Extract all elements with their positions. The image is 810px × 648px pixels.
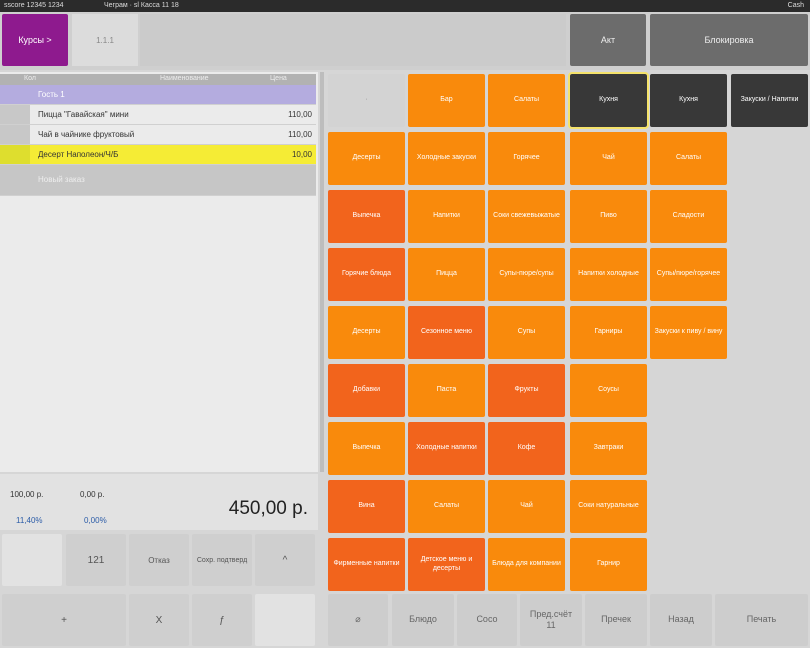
menu-tile-dark[interactable]: Кухня bbox=[568, 72, 649, 129]
header-qty: Кол bbox=[24, 75, 36, 82]
order-header: Кол Наименование Цена bbox=[0, 74, 316, 85]
menu-tile[interactable]: Сладости bbox=[650, 190, 727, 243]
menu-tile[interactable]: Блюда для компании bbox=[488, 538, 565, 591]
menu-tile[interactable]: Горячее bbox=[488, 132, 565, 185]
keypad-blank-2[interactable] bbox=[255, 594, 315, 646]
plus-button[interactable]: + bbox=[2, 594, 126, 646]
menu-tile[interactable]: Соусы bbox=[570, 364, 647, 417]
guest-name: Гость 1 bbox=[38, 90, 65, 99]
menu-tile[interactable]: Холодные напитки bbox=[408, 422, 485, 475]
percent-value-2: 0,00% bbox=[84, 516, 107, 525]
menu-tile[interactable]: Салаты bbox=[650, 132, 727, 185]
menu-tile[interactable]: Сезонное меню bbox=[408, 306, 485, 359]
menu-tile[interactable]: Паста bbox=[408, 364, 485, 417]
menu-tile[interactable]: Соки натуральные bbox=[570, 480, 647, 533]
new-order-row[interactable]: Новый заказ bbox=[0, 165, 316, 196]
menu-tile[interactable]: Супы-пюре/супы bbox=[488, 248, 565, 301]
menu-tile[interactable]: Супы/пюре/горячее bbox=[650, 248, 727, 301]
top-empty-area bbox=[140, 14, 566, 66]
scroll-up-button[interactable]: ^ bbox=[255, 534, 315, 586]
save-confirm-button[interactable]: Сохр. подтверд bbox=[192, 534, 252, 586]
cancel-button[interactable]: Отказ bbox=[129, 534, 189, 586]
new-order-label: Новый заказ bbox=[38, 175, 85, 184]
coco-button[interactable]: Сосо bbox=[457, 594, 517, 646]
menu-tile[interactable]: Напитки холодные bbox=[570, 248, 647, 301]
menu-tile[interactable]: Кофе bbox=[488, 422, 565, 475]
keypad-blank[interactable] bbox=[2, 534, 62, 586]
lock-button[interactable]: Блокировка bbox=[650, 14, 808, 66]
menu-tile[interactable]: Салаты bbox=[408, 480, 485, 533]
menu-tile[interactable]: Супы bbox=[488, 306, 565, 359]
menu-grid: · Бар Салаты Кухня Кухня Закуски / Напит… bbox=[326, 72, 810, 592]
order-item-price: 110,00 bbox=[288, 130, 312, 139]
menu-tile[interactable]: Бар bbox=[408, 74, 485, 127]
menu-tile[interactable]: Фрукты bbox=[488, 364, 565, 417]
menu-tile[interactable]: Добавки bbox=[328, 364, 405, 417]
menu-tile[interactable]: Закуски к пиву / вину bbox=[650, 306, 727, 359]
menu-tile-empty[interactable]: · bbox=[328, 74, 405, 127]
print-button[interactable]: Печать bbox=[715, 594, 808, 646]
back-button[interactable]: Назад bbox=[650, 594, 712, 646]
precheck-button[interactable]: Пречек bbox=[585, 594, 647, 646]
order-qty bbox=[0, 105, 30, 124]
menu-tile[interactable]: Холодные закуски bbox=[408, 132, 485, 185]
order-total: 450,00 р. bbox=[228, 498, 308, 519]
menu-tile[interactable]: Горячие блюда bbox=[328, 248, 405, 301]
order-scrollbar[interactable] bbox=[320, 72, 324, 472]
title-center: Чеграм · sl Касса 11 18 bbox=[104, 2, 179, 9]
menu-tile[interactable]: Десерты bbox=[328, 132, 405, 185]
menu-tile[interactable]: Фирменные напитки bbox=[328, 538, 405, 591]
order-item-price: 110,00 bbox=[288, 110, 312, 119]
bottom-action-bar: ⌀ Блюдо Сосо Пред.счёт 11 Пречек Назад П… bbox=[326, 594, 810, 648]
guest-row[interactable]: Гость 1 bbox=[0, 85, 316, 105]
menu-tile[interactable]: Детское меню и десерты bbox=[408, 538, 485, 591]
order-row[interactable]: Пицца "Гавайская" мини 110,00 bbox=[0, 105, 316, 125]
order-qty bbox=[0, 145, 30, 164]
title-bar: sscore 12345 1234 Чеграм · sl Касса 11 1… bbox=[0, 0, 810, 12]
menu-tile[interactable]: Выпечка bbox=[328, 190, 405, 243]
menu-tile[interactable]: Соки свежевыжатые bbox=[488, 190, 565, 243]
percent-value-1: 11,40% bbox=[16, 516, 43, 525]
menu-tile[interactable]: Гарнир bbox=[570, 538, 647, 591]
menu-tile[interactable]: Вина bbox=[328, 480, 405, 533]
header-name: Наименование bbox=[160, 75, 209, 82]
order-item-name: Пицца "Гавайская" мини bbox=[38, 110, 129, 119]
pre-check-number-button[interactable]: Пред.счёт 11 bbox=[520, 594, 582, 646]
menu-tile-dark[interactable]: Закуски / Напитки bbox=[731, 74, 808, 127]
menu-tile-dark[interactable]: Кухня bbox=[650, 74, 727, 127]
menu-tile[interactable]: Пиво bbox=[570, 190, 647, 243]
order-item-price: 10,00 bbox=[291, 150, 312, 159]
order-panel: Кол Наименование Цена Гость 1 Пицца "Гав… bbox=[0, 72, 318, 472]
courses-button[interactable]: Курсы > bbox=[2, 14, 68, 66]
keypad-121[interactable]: 121 bbox=[66, 534, 126, 586]
order-row-selected[interactable]: Десерт Наполеон/Ч/Б 10,00 bbox=[0, 145, 316, 165]
no-item-button[interactable]: ⌀ bbox=[328, 594, 388, 646]
sum-value: 100,00 р. bbox=[10, 490, 44, 499]
menu-tile[interactable]: Чай bbox=[570, 132, 647, 185]
menu-tile[interactable]: Пицца bbox=[408, 248, 485, 301]
tab-button[interactable]: 1.1.1 bbox=[72, 14, 138, 66]
discount-value: 0,00 р. bbox=[80, 490, 105, 499]
title-right: Cash bbox=[787, 2, 804, 9]
menu-tile[interactable]: Гарниры bbox=[570, 306, 647, 359]
menu-tile[interactable]: Салаты bbox=[488, 74, 565, 127]
order-item-name: Десерт Наполеон/Ч/Б bbox=[38, 150, 119, 159]
menu-tile[interactable]: Завтраки bbox=[570, 422, 647, 475]
header-price: Цена bbox=[270, 75, 287, 82]
totals-panel: 100,00 р. 0,00 р. 11,40% 0,00% 450,00 р. bbox=[0, 474, 318, 530]
order-qty bbox=[0, 125, 30, 144]
menu-tile[interactable]: Выпечка bbox=[328, 422, 405, 475]
function-button[interactable]: ƒ bbox=[192, 594, 252, 646]
menu-tile[interactable]: Десерты bbox=[328, 306, 405, 359]
delete-x-button[interactable]: X bbox=[129, 594, 189, 646]
dish-button[interactable]: Блюдо bbox=[392, 594, 454, 646]
top-toolbar: Курсы > 1.1.1 Акт Блокировка bbox=[0, 12, 810, 70]
title-left: sscore 12345 1234 bbox=[4, 2, 64, 9]
order-row[interactable]: Чай в чайнике фруктовый 110,00 bbox=[0, 125, 316, 145]
menu-tile[interactable]: Напитки bbox=[408, 190, 485, 243]
act-button[interactable]: Акт bbox=[570, 14, 646, 66]
order-item-name: Чай в чайнике фруктовый bbox=[38, 130, 135, 139]
menu-tile[interactable]: Чай bbox=[488, 480, 565, 533]
